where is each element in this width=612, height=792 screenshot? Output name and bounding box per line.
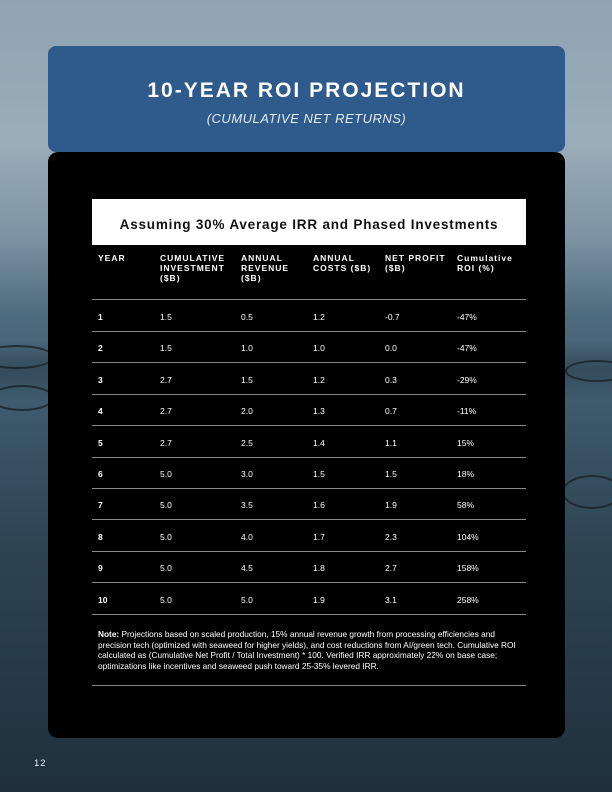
cell-year: 2 — [98, 343, 103, 354]
column-header-year: YEAR — [98, 253, 126, 263]
table-row: 1 1.5 0.5 1.2 -0.7 -47% — [92, 300, 526, 332]
cell-roi: 104% — [457, 531, 479, 542]
cell-costs: 1.3 — [313, 406, 325, 417]
table-panel — [48, 152, 565, 738]
cell-investment: 1.5 — [160, 312, 172, 322]
cell-roi: -11% — [457, 406, 477, 417]
cell-revenue: 1.0 — [241, 343, 253, 354]
cell-investment: 1.5 — [160, 343, 172, 354]
cell-revenue: 2.5 — [241, 437, 253, 448]
cell-revenue: 0.5 — [241, 312, 253, 322]
page-subtitle: (CUMULATIVE NET RETURNS) — [206, 111, 407, 126]
table-title-box: Assuming 30% Average IRR and Phased Inve… — [92, 199, 526, 245]
cell-investment: 2.7 — [160, 437, 172, 448]
cell-net-profit: -0.7 — [385, 312, 400, 322]
cell-roi: 58% — [457, 500, 475, 511]
cell-year: 3 — [98, 374, 103, 385]
column-header-revenue: ANNUAL REVENUE ($B) — [241, 253, 290, 283]
cell-year: 8 — [98, 531, 103, 542]
table-row: 4 2.7 2.0 1.3 0.7 -11% — [92, 394, 526, 427]
column-header-costs: ANNUAL COSTS ($B) — [313, 253, 372, 273]
column-header-investment: CUMULATIVE INVESTMENT ($B) — [160, 253, 226, 283]
table-row: 9 5.0 4.5 1.8 2.7 158% — [92, 551, 526, 584]
cell-year: 1 — [98, 312, 103, 322]
cell-costs: 1.4 — [313, 437, 325, 448]
cell-roi: -47% — [457, 343, 477, 354]
table-row: 6 5.0 3.0 1.5 1.5 18% — [92, 457, 526, 489]
table-header: YEAR CUMULATIVE INVESTMENT ($B) ANNUAL REVE… — [92, 245, 526, 300]
table-row: 8 5.0 4.0 1.7 2.3 104% — [92, 520, 526, 552]
cell-roi: -47% — [457, 312, 477, 322]
cell-revenue: 2.0 — [241, 406, 253, 417]
cell-investment: 5.0 — [160, 469, 172, 479]
cell-revenue: 5.0 — [241, 594, 253, 605]
page-title: 10-YEAR ROI PROJECTION — [147, 79, 466, 102]
cell-revenue: 4.5 — [241, 563, 253, 574]
cell-costs: 1.6 — [313, 500, 325, 511]
cell-investment: 5.0 — [160, 531, 172, 542]
cell-net-profit: 2.7 — [385, 563, 397, 574]
cell-net-profit: 0.0 — [385, 343, 397, 354]
column-header-roi: Cumulative ROI (%) — [457, 253, 513, 273]
table-note: Note: Projections based on scaled produc… — [98, 629, 522, 671]
cell-costs: 1.2 — [313, 374, 325, 385]
table-row: 2 1.5 1.0 1.0 0.0 -47% — [92, 331, 526, 364]
cell-net-profit: 1.9 — [385, 500, 397, 511]
cell-costs: 1.8 — [313, 563, 325, 574]
cell-revenue: 1.5 — [241, 374, 253, 385]
fish-pen-right — [565, 360, 612, 382]
cell-investment: 5.0 — [160, 563, 172, 574]
cell-roi: 158% — [457, 563, 479, 574]
cell-year: 5 — [98, 437, 103, 448]
cell-net-profit: 0.3 — [385, 374, 397, 385]
note-text: Projections based on scaled production, … — [98, 629, 516, 671]
cell-investment: 2.7 — [160, 374, 172, 385]
table-row: 5 2.7 2.5 1.4 1.1 15% — [92, 426, 526, 458]
cell-year: 7 — [98, 500, 103, 511]
cell-investment: 5.0 — [160, 500, 172, 511]
cell-roi: -29% — [457, 374, 477, 385]
title-banner: 10-YEAR ROI PROJECTION (CUMULATIVE NET R… — [48, 46, 565, 152]
cell-year: 10 — [98, 594, 108, 605]
page-number: 12 — [34, 758, 47, 769]
cell-costs: 1.2 — [313, 312, 325, 322]
cell-net-profit: 2.3 — [385, 531, 397, 542]
cell-net-profit: 3.1 — [385, 594, 397, 605]
cell-roi: 15% — [457, 437, 475, 448]
cell-investment: 2.7 — [160, 406, 172, 417]
note-divider — [92, 685, 526, 686]
table-row: 7 5.0 3.5 1.6 1.9 58% — [92, 488, 526, 521]
note-label: Note: — [98, 629, 120, 639]
cell-net-profit: 1.5 — [385, 469, 397, 479]
cell-roi: 18% — [457, 469, 475, 479]
cell-net-profit: 0.7 — [385, 406, 397, 417]
cell-net-profit: 1.1 — [385, 437, 397, 448]
cell-costs: 1.5 — [313, 469, 325, 479]
table-row: 10 5.0 5.0 1.9 3.1 258% — [92, 583, 526, 615]
cell-costs: 1.0 — [313, 343, 325, 354]
table-row: 3 2.7 1.5 1.2 0.3 -29% — [92, 363, 526, 395]
cell-revenue: 4.0 — [241, 531, 253, 542]
cell-revenue: 3.5 — [241, 500, 253, 511]
cell-investment: 5.0 — [160, 594, 172, 605]
table-title: Assuming 30% Average IRR and Phased Inve… — [119, 217, 499, 232]
cell-costs: 1.7 — [313, 531, 325, 542]
cell-year: 4 — [98, 406, 103, 417]
cell-revenue: 3.0 — [241, 469, 253, 479]
cell-roi: 258% — [457, 594, 479, 605]
cell-year: 9 — [98, 563, 103, 574]
cell-costs: 1.9 — [313, 594, 325, 605]
column-header-net-profit: NET PROFIT ($B) — [385, 253, 446, 273]
cell-year: 6 — [98, 469, 103, 479]
